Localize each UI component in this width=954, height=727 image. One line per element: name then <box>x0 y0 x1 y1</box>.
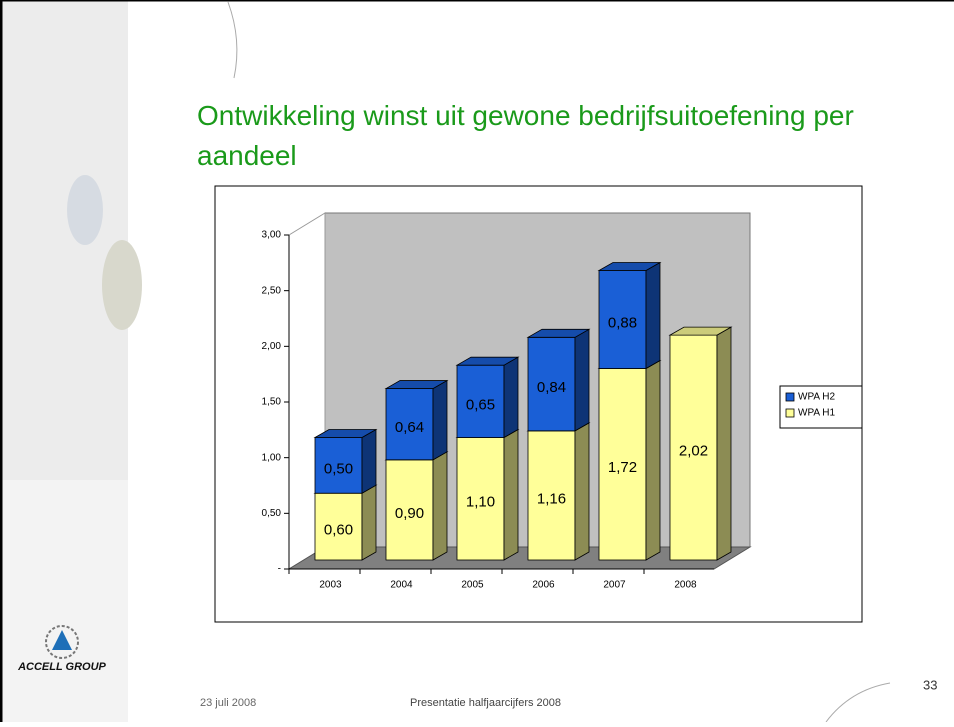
data-label: 0,84 <box>537 379 566 396</box>
x-tick-label: 2003 <box>319 580 342 591</box>
bar-top <box>313 429 378 438</box>
page-number: 33 <box>923 677 937 692</box>
footer-date: 23 juli 2008 <box>200 697 256 709</box>
y-tick-label: 1,00 <box>262 452 282 463</box>
x-tick-label: 2005 <box>461 580 484 591</box>
chart-title: Ontwikkeling winst uit gewone bedrijfsui… <box>197 100 854 171</box>
title-box: Ontwikkeling winst uit gewone bedrijfsui… <box>197 100 854 171</box>
bar-side <box>503 428 519 561</box>
bar-side <box>645 261 661 370</box>
bar-front <box>385 388 434 461</box>
bar-side <box>432 451 448 561</box>
bar-top <box>455 356 520 366</box>
y-tick-label: 0,50 <box>262 508 282 519</box>
bar-side <box>574 422 590 561</box>
cyclist-image <box>102 240 142 330</box>
bar-side <box>432 379 448 461</box>
y-tick-label: 3,00 <box>262 230 282 241</box>
side-strip-lower <box>0 480 128 722</box>
bar-front <box>598 368 647 561</box>
y-tick-label: - <box>278 564 281 575</box>
bar <box>668 326 733 561</box>
x-tick-label: 2004 <box>390 580 413 591</box>
bar-front <box>456 437 505 561</box>
bar-side <box>574 328 590 432</box>
data-label: 1,72 <box>608 459 637 476</box>
logo-text: ACCELL GROUP <box>17 661 106 673</box>
bar <box>526 328 591 432</box>
x-tick-label: 2007 <box>603 580 626 591</box>
bar <box>313 428 378 494</box>
data-label: 0,64 <box>395 419 424 436</box>
bar-side <box>716 326 732 561</box>
decor-arrow <box>227 1 238 79</box>
plot: 0,60 0,50 0,90 0,64 1,10 0,65 1,16 0,84 1,72 0,88… <box>313 261 733 561</box>
y-tick-label: 1,50 <box>262 397 282 408</box>
legend-label: WPA H1 <box>798 408 835 419</box>
y-tick-label: 2,50 <box>262 285 282 296</box>
bar-side <box>361 484 377 561</box>
legend-label: WPA H2 <box>798 392 835 403</box>
bar <box>384 451 449 561</box>
data-label: 1,16 <box>537 490 566 507</box>
x-tick-label: 2008 <box>674 580 697 591</box>
data-label: 0,90 <box>395 505 424 522</box>
logo-ring <box>45 625 79 659</box>
data-label: 2,02 <box>679 443 708 460</box>
bar <box>384 379 449 461</box>
legend-swatch <box>785 392 795 402</box>
bar-top <box>384 380 449 389</box>
bar-side <box>645 359 661 561</box>
data-label: 0,50 <box>324 460 353 477</box>
data-label: 0,88 <box>608 314 637 331</box>
bar-front <box>527 336 576 432</box>
bar <box>597 261 662 370</box>
bar-front <box>314 437 363 494</box>
y-tick-label: 2,00 <box>262 341 282 352</box>
data-label: 0,65 <box>466 396 495 413</box>
data-label: 1,10 <box>466 494 495 511</box>
data-label: 0,60 <box>324 522 353 539</box>
bar-top <box>526 328 591 338</box>
bar <box>455 356 520 439</box>
x-tick-label: 2006 <box>532 580 555 591</box>
bar <box>526 422 591 561</box>
logo-icon <box>52 630 72 650</box>
decor-arrow <box>825 682 891 723</box>
bar-top <box>668 326 733 336</box>
bar-front <box>669 334 718 561</box>
cyclist-image <box>67 175 103 245</box>
legend-swatch <box>785 408 795 418</box>
bar-top <box>597 262 662 271</box>
bar-side <box>503 356 519 439</box>
bar-side <box>361 428 377 494</box>
footer-title: Presentatie halfjaarcijfers 2008 <box>410 697 561 709</box>
bar-front <box>314 492 363 561</box>
